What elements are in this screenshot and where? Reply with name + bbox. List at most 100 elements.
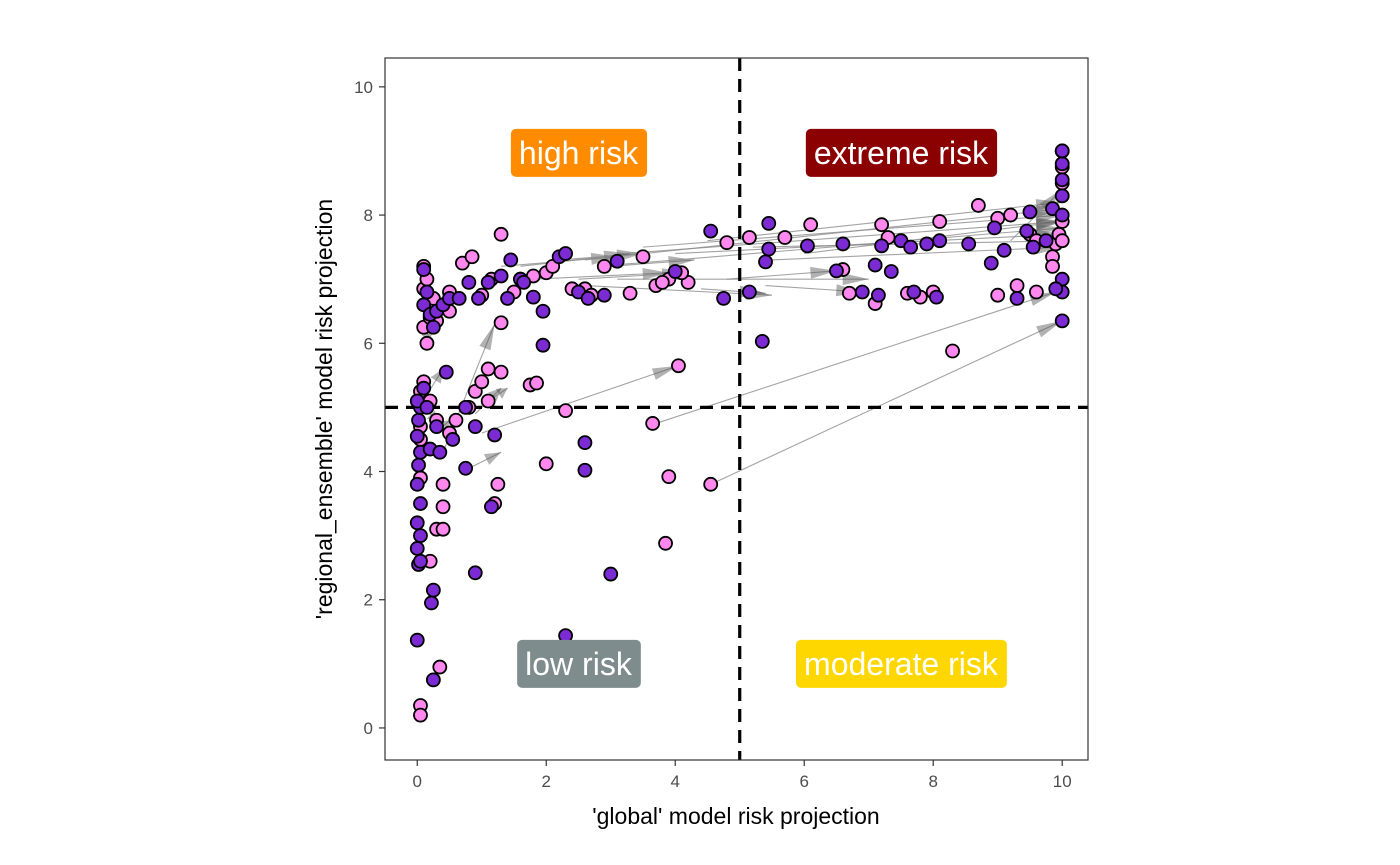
data-point	[741, 230, 757, 245]
data-point	[835, 236, 851, 252]
arrow-head	[483, 452, 502, 465]
series-2	[409, 143, 1070, 688]
quadrant-label-box	[517, 639, 641, 688]
data-point	[932, 233, 948, 249]
data-point	[503, 252, 519, 268]
quadrant-label: low risk	[517, 639, 641, 688]
data-point	[467, 419, 483, 435]
y-tick-label: 8	[364, 206, 373, 225]
x-tick-label: 2	[542, 772, 551, 791]
data-point	[435, 499, 451, 515]
data-point	[754, 333, 770, 349]
data-point	[413, 528, 428, 544]
y-tick-label: 0	[364, 719, 373, 738]
data-point	[538, 456, 554, 472]
movement-arrow	[726, 266, 837, 280]
data-point	[761, 241, 777, 257]
data-point	[829, 263, 844, 279]
data-point	[703, 223, 719, 239]
threshold-lines	[385, 58, 1088, 760]
data-point	[448, 412, 464, 428]
data-point	[425, 672, 441, 688]
quadrant-labels: high risk extreme risk low risk moderate ri…	[510, 128, 1007, 688]
data-point	[1003, 207, 1019, 223]
data-point	[1038, 233, 1054, 249]
y-tick-label: 4	[364, 463, 373, 482]
data-point	[603, 566, 619, 582]
data-point	[474, 374, 490, 390]
arrow-head	[842, 273, 869, 286]
data-point	[970, 198, 986, 213]
data-point	[493, 315, 509, 331]
data-point	[596, 287, 612, 303]
data-point	[987, 220, 1002, 236]
data-point	[1019, 223, 1035, 239]
quadrant-label: extreme risk	[805, 128, 998, 177]
data-point	[716, 291, 732, 306]
data-point	[919, 236, 935, 252]
y-axis-title: 'regional_ensemble' model risk projectio…	[311, 199, 337, 619]
data-point	[983, 255, 999, 271]
data-point	[458, 460, 474, 476]
data-point	[761, 216, 777, 231]
data-point	[667, 264, 683, 279]
data-point	[671, 358, 686, 374]
quadrant-label: moderate risk	[796, 639, 1007, 688]
points-layer	[409, 143, 1070, 723]
data-point	[841, 285, 857, 301]
data-point	[580, 291, 596, 306]
data-point	[903, 239, 919, 255]
arrow-head	[810, 266, 837, 279]
data-point	[719, 235, 735, 251]
data-point	[461, 274, 477, 290]
data-point	[645, 416, 661, 431]
data-point	[425, 319, 441, 335]
data-point	[409, 632, 425, 648]
data-point	[409, 476, 425, 492]
arrow-head	[1035, 211, 1063, 224]
quadrant-label-box	[805, 128, 998, 177]
data-point	[1009, 291, 1025, 306]
data-point	[1054, 188, 1070, 204]
arrow-head	[642, 268, 669, 280]
axes: 0 2 4 6 8 10 0 2 4 6 8 10	[354, 78, 1072, 791]
movement-arrow	[710, 320, 1063, 485]
data-point	[493, 268, 509, 284]
data-point	[411, 412, 426, 428]
data-point	[1054, 313, 1070, 329]
data-point	[758, 254, 773, 270]
quadrant-label-text: high risk	[519, 135, 639, 171]
arrow-head	[1035, 224, 1063, 237]
data-point	[535, 337, 551, 353]
data-point	[1009, 278, 1025, 293]
data-point	[424, 595, 439, 611]
data-point	[480, 274, 496, 290]
arrow-head	[651, 365, 679, 380]
quadrant-label: high risk	[510, 128, 648, 177]
data-point	[1054, 207, 1070, 223]
arrow-head	[479, 324, 495, 351]
data-point	[929, 289, 944, 305]
x-tick-label: 4	[670, 772, 679, 791]
data-point	[874, 217, 890, 233]
data-point	[432, 659, 448, 675]
data-point	[429, 419, 444, 435]
arrow-head	[495, 388, 508, 399]
data-point	[1045, 258, 1060, 274]
data-point	[411, 457, 426, 473]
data-point	[1054, 233, 1070, 249]
arrow-head	[1036, 320, 1063, 338]
data-point	[883, 264, 899, 279]
data-point	[854, 284, 870, 300]
data-point	[416, 380, 432, 396]
data-point	[870, 287, 886, 303]
data-point	[413, 496, 428, 511]
data-point	[577, 435, 593, 451]
movement-arrow	[533, 268, 669, 280]
data-point	[635, 249, 651, 265]
data-point	[741, 284, 757, 300]
data-point	[1022, 204, 1038, 220]
data-point	[658, 535, 673, 551]
data-point	[1054, 172, 1070, 188]
